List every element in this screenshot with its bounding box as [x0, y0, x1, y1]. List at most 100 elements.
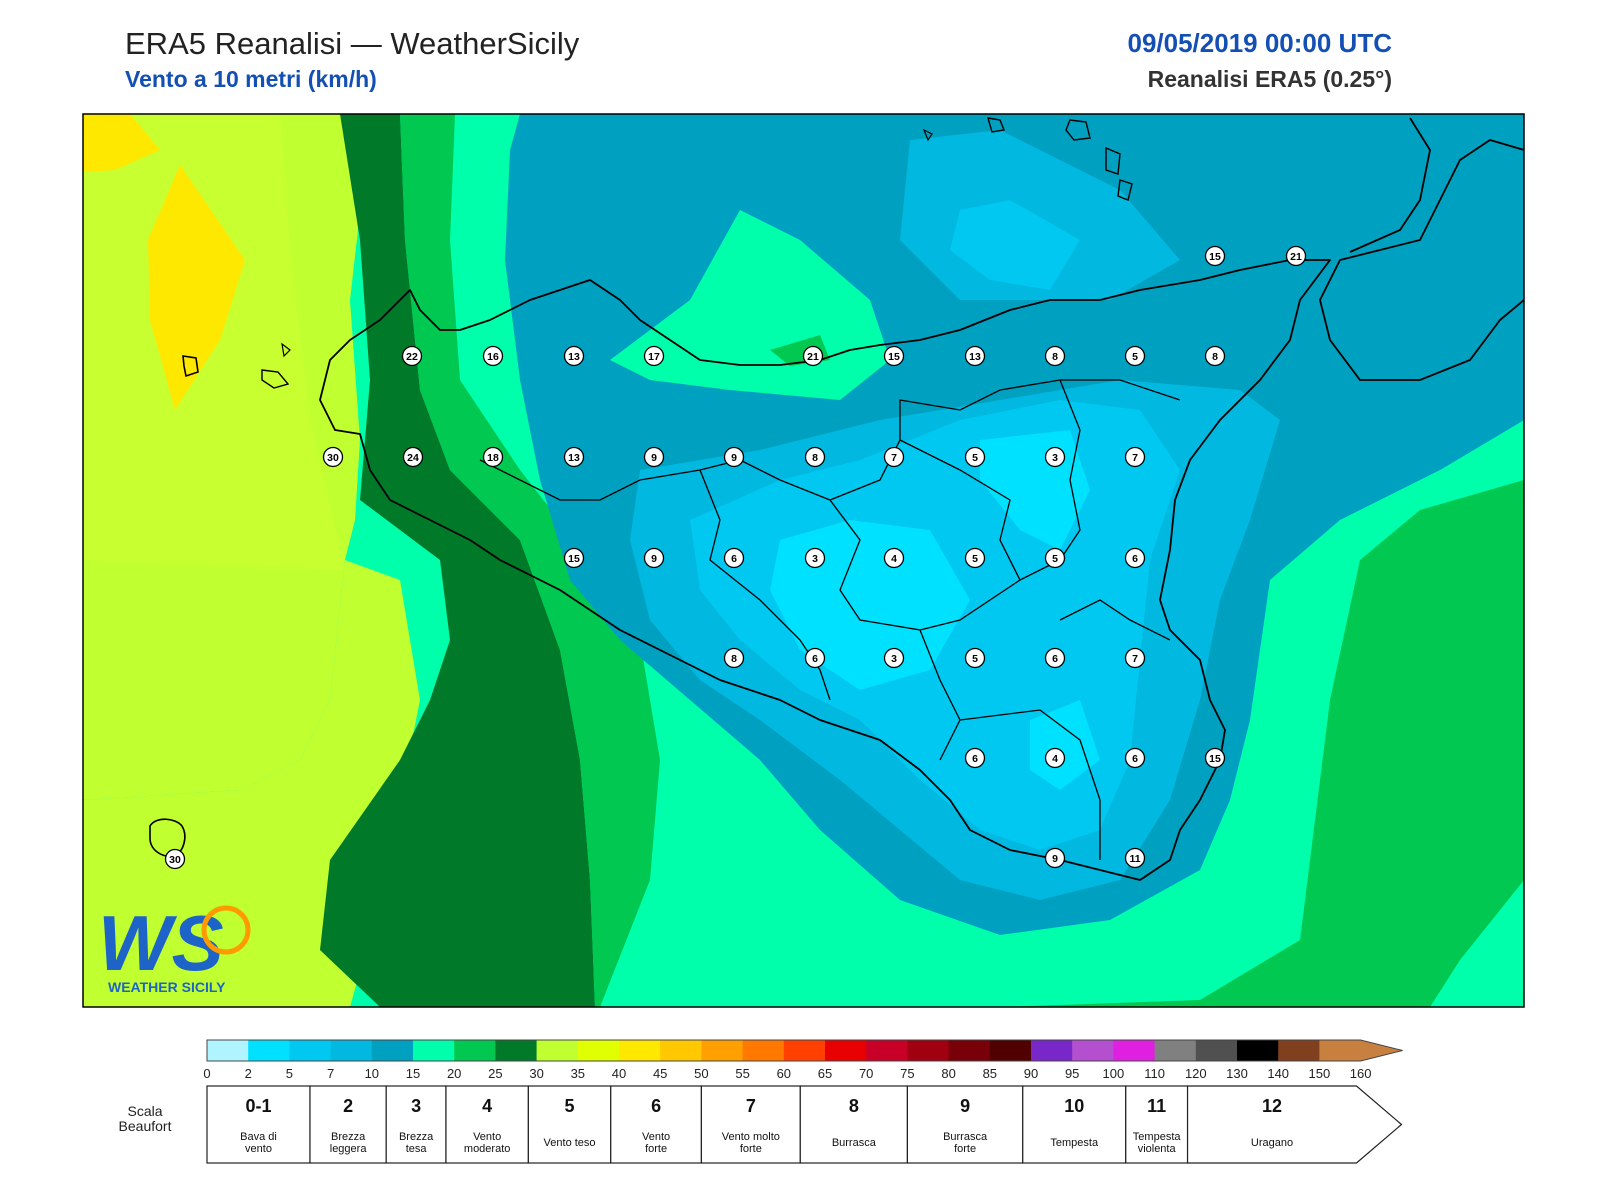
station-marker: 5	[964, 547, 986, 569]
weather-sicily-logo: WS WEATHER SICILY	[98, 899, 251, 995]
station-value: 9	[651, 553, 657, 565]
station-value: 9	[731, 452, 737, 464]
colorbar-tick-label: 65	[818, 1066, 832, 1081]
colorbar-tick-label: 85	[983, 1066, 997, 1081]
colorbar-swatch	[866, 1040, 908, 1061]
colorbar-tick-label: 60	[777, 1066, 791, 1081]
beaufort-force: 3 Brezza tesa	[385, 1085, 447, 1164]
beaufort-force: 9 Burrasca forte	[906, 1085, 1024, 1164]
station-marker: 4	[883, 547, 905, 569]
beaufort-force: 2 Brezza leggera	[309, 1085, 387, 1164]
beaufort-force: 7 Vento molto forte	[700, 1085, 801, 1164]
beaufort-box	[527, 1085, 612, 1164]
station-circle	[1285, 245, 1307, 267]
colorbar-tick-label: 90	[1024, 1066, 1038, 1081]
map-datetime: 09/05/2019 00:00 UTC	[1127, 28, 1392, 58]
station-circle	[723, 547, 745, 569]
beaufort-number: 9	[960, 1096, 970, 1116]
colorbar-tick-label: 120	[1185, 1066, 1207, 1081]
map-title: ERA5 Reanalisi — WeatherSicily	[125, 26, 580, 61]
colorbar-tick-label: 35	[571, 1066, 585, 1081]
station-marker: 5	[964, 446, 986, 468]
beaufort-box	[700, 1085, 801, 1164]
beaufort-number: 2	[343, 1096, 353, 1116]
station-marker: 13	[563, 446, 585, 468]
station-marker: 9	[643, 547, 665, 569]
beaufort-box	[1125, 1085, 1189, 1164]
station-circle	[643, 446, 665, 468]
colorbar-swatch	[1195, 1040, 1238, 1061]
station-marker: 21	[1285, 245, 1307, 267]
colorbar-tick-label: 130	[1226, 1066, 1248, 1081]
station-circle	[322, 446, 344, 468]
station-value: 5	[972, 452, 978, 464]
station-value: 13	[568, 351, 580, 363]
colorbar-swatch	[907, 1040, 950, 1061]
colorbar-swatch	[989, 1040, 1032, 1061]
colorbar-tick-label: 95	[1065, 1066, 1079, 1081]
station-circle	[563, 446, 585, 468]
station-marker: 6	[1044, 647, 1066, 669]
station-marker: 30	[322, 446, 344, 468]
colorbar-tick-label: 75	[900, 1066, 914, 1081]
station-marker: 24	[402, 446, 424, 468]
station-marker: 11	[1124, 847, 1146, 869]
colorbar-swatch	[536, 1040, 579, 1061]
colorbar-arrow	[1359, 1040, 1403, 1061]
station-marker: 4	[1044, 747, 1066, 769]
beaufort-description: Vento molto forte	[722, 1131, 780, 1155]
colorbar-swatch	[413, 1040, 455, 1061]
colorbar-swatch	[207, 1040, 249, 1061]
colorbar-tick-label: 30	[529, 1066, 543, 1081]
map-frame	[82, 113, 1525, 1008]
station-circle	[1124, 547, 1146, 569]
logo-sun	[201, 905, 251, 955]
station-marker: 3	[883, 647, 905, 669]
colorbar-tick-label: 50	[694, 1066, 708, 1081]
beaufort-number: 0-1	[245, 1096, 271, 1116]
station-circle	[1044, 446, 1066, 468]
station-circle	[723, 647, 745, 669]
station-circle	[883, 345, 905, 367]
station-marker: 6	[723, 547, 745, 569]
beaufort-number: 5	[565, 1096, 575, 1116]
station-value: 6	[972, 753, 978, 765]
colorbar-swatch	[1154, 1040, 1197, 1061]
station-value: 6	[1132, 753, 1138, 765]
colorbar-swatch	[783, 1040, 826, 1061]
station-circle	[563, 547, 585, 569]
colorbar-tick-label: 0	[203, 1066, 210, 1081]
beaufort-description: Burrasca forte	[943, 1131, 988, 1155]
station-circle	[482, 446, 504, 468]
station-marker: 15	[883, 345, 905, 367]
station-circle	[482, 345, 504, 367]
station-circle	[964, 747, 986, 769]
station-value: 9	[1052, 853, 1058, 865]
station-value: 5	[1132, 351, 1138, 363]
colorbar-tick-label: 20	[447, 1066, 461, 1081]
station-marker: 3	[804, 547, 826, 569]
station-circle	[563, 345, 585, 367]
station-circle	[804, 647, 826, 669]
station-marker: 5	[1124, 345, 1146, 367]
colorbar-swatch	[330, 1040, 373, 1061]
station-value: 15	[888, 351, 900, 363]
colorbar-tick-label: 7	[327, 1066, 334, 1081]
station-circle	[401, 345, 423, 367]
beaufort-description: Uragano	[1251, 1137, 1293, 1149]
station-value: 6	[1132, 553, 1138, 565]
station-value: 30	[169, 854, 181, 866]
station-marker: 8	[1204, 345, 1226, 367]
colorbar-swatch	[495, 1040, 538, 1061]
colorbar-tick-label: 70	[859, 1066, 873, 1081]
station-circle	[883, 446, 905, 468]
station-value: 8	[731, 653, 737, 665]
station-circle	[643, 345, 665, 367]
station-marker: 8	[1044, 345, 1066, 367]
colorbar	[206, 1039, 1403, 1062]
beaufort-force: 8 Burrasca	[799, 1085, 909, 1164]
station-value: 30	[327, 452, 339, 464]
station-circle	[964, 446, 986, 468]
station-value: 6	[731, 553, 737, 565]
station-value: 3	[891, 653, 897, 665]
